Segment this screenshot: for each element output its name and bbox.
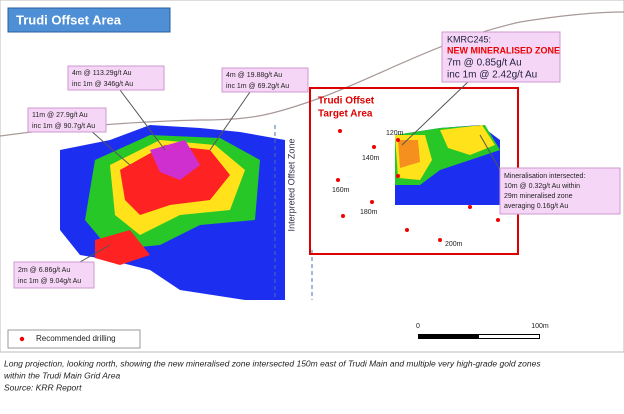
legend-symbol (19, 336, 25, 342)
new-zone-body (395, 125, 500, 205)
callout-text: inc 1m @ 90.7g/t Au (32, 123, 95, 130)
legend-label: Recommended drilling (36, 334, 116, 343)
terrain-line (0, 11, 624, 137)
mineralisation-text: 29m mineralised zone (504, 193, 573, 200)
target-area-title: Target Area (318, 109, 373, 120)
mineralisation-text: Mineralisation intersected: (504, 173, 585, 180)
map-title: Trudi Offset Area (16, 12, 122, 27)
leader-line (479, 134, 504, 176)
new-zone-heading: NEW MINERALISED ZONE (447, 45, 560, 55)
callout-text: 4m @ 19.88g/t Au (226, 72, 282, 79)
callout-text: 11m @ 27.9g/t Au (32, 112, 88, 119)
drill-points (336, 129, 500, 242)
depth-label: 200m (445, 241, 463, 248)
depth-label: 120m (386, 130, 404, 137)
callout-text: inc 1m @ 9.04g/t Au (18, 278, 81, 285)
depth-label: 180m (360, 209, 378, 216)
legend-box (7, 329, 141, 349)
callout-text: inc 1m @ 346g/t Au (72, 81, 133, 88)
new-zone-hole: KMRC245: (447, 34, 491, 44)
callout-text: 4m @ 113.29g/t Au (72, 70, 132, 77)
main-grade-body (30, 125, 285, 300)
offset-zone-label: Interpreted Offset Zone (286, 139, 296, 232)
mineralisation-text: averaging 0.16g/t Au (504, 203, 568, 210)
new-zone-box (441, 31, 561, 83)
depth-label: 140m (362, 155, 380, 162)
caption: Long projection, looking north, showing … (4, 358, 541, 368)
caption-source: Source: KRR Report (4, 382, 82, 392)
callout-text: 2m @ 6.86g/t Au (18, 267, 70, 274)
new-zone-result: 7m @ 0.85g/t Au (447, 58, 522, 69)
mineralisation-box (499, 167, 621, 215)
callout-text: inc 1m @ 69.2g/t Au (226, 83, 289, 90)
target-area-title: Trudi Offset (318, 96, 375, 107)
scale-label: 0 (416, 323, 420, 330)
new-zone-result: inc 1m @ 2.42g/t Au (447, 70, 537, 81)
leader-line (401, 79, 471, 146)
title-box (7, 7, 171, 33)
scale-label: 100m (531, 323, 549, 330)
caption: within the Trudi Main Grid Area (4, 370, 120, 380)
mineralisation-text: 10m @ 0.32g/t Au within (504, 183, 580, 190)
scale-bar (479, 335, 539, 338)
callouts (13, 65, 309, 289)
depth-label: 160m (332, 187, 350, 194)
